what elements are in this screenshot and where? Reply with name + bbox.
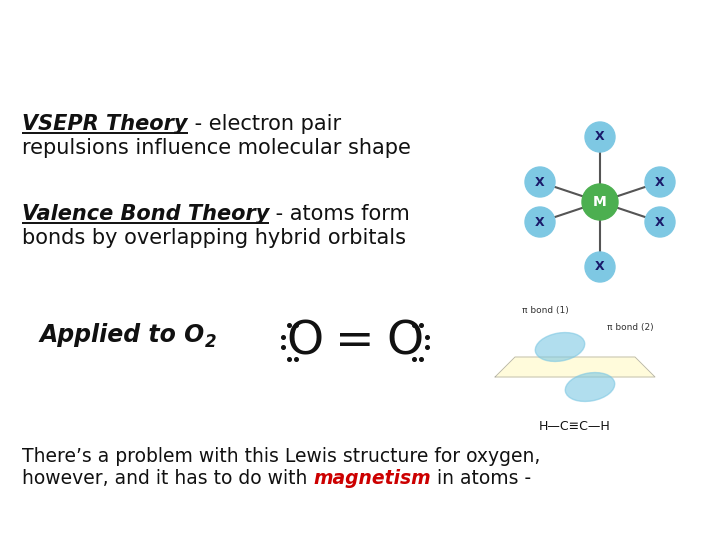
Text: bonds by overlapping hybrid orbitals: bonds by overlapping hybrid orbitals bbox=[22, 228, 406, 248]
Text: 2: 2 bbox=[205, 333, 217, 351]
Ellipse shape bbox=[565, 373, 615, 401]
Text: VSEPR Theory: VSEPR Theory bbox=[22, 114, 187, 134]
Circle shape bbox=[525, 167, 555, 197]
Circle shape bbox=[645, 167, 675, 197]
Text: Problems With Valence Bond Theory: Problems With Valence Bond Theory bbox=[18, 23, 585, 51]
Text: There’s a problem with this Lewis structure for oxygen,: There’s a problem with this Lewis struct… bbox=[22, 447, 541, 466]
Circle shape bbox=[585, 122, 615, 152]
Text: repulsions influence molecular shape: repulsions influence molecular shape bbox=[22, 138, 411, 158]
Text: =: = bbox=[336, 320, 375, 365]
Text: O: O bbox=[387, 320, 423, 365]
Text: H—C≡C—H: H—C≡C—H bbox=[539, 421, 611, 434]
Text: X: X bbox=[535, 176, 545, 188]
Text: X: X bbox=[595, 260, 605, 273]
Text: X: X bbox=[655, 215, 665, 228]
Text: X: X bbox=[655, 176, 665, 188]
Text: - electron pair: - electron pair bbox=[187, 114, 341, 134]
Circle shape bbox=[585, 252, 615, 282]
Text: however, and it has to do with: however, and it has to do with bbox=[22, 469, 313, 488]
Text: π bond (1): π bond (1) bbox=[521, 306, 568, 315]
Circle shape bbox=[582, 184, 618, 220]
Text: O: O bbox=[287, 320, 323, 365]
Circle shape bbox=[525, 207, 555, 237]
Circle shape bbox=[645, 207, 675, 237]
Text: X: X bbox=[595, 131, 605, 144]
Text: - atoms form: - atoms form bbox=[269, 204, 410, 224]
Text: Applied to O: Applied to O bbox=[40, 323, 205, 347]
Text: M: M bbox=[593, 195, 607, 209]
Text: magnetism: magnetism bbox=[313, 469, 431, 488]
Text: - electron pair: - electron pair bbox=[0, 539, 1, 540]
Polygon shape bbox=[495, 357, 655, 377]
Text: π bond (2): π bond (2) bbox=[607, 323, 653, 332]
Text: in atoms -: in atoms - bbox=[431, 469, 531, 488]
Text: Valence Bond Theory: Valence Bond Theory bbox=[22, 204, 269, 224]
Text: X: X bbox=[535, 215, 545, 228]
Ellipse shape bbox=[535, 333, 585, 361]
